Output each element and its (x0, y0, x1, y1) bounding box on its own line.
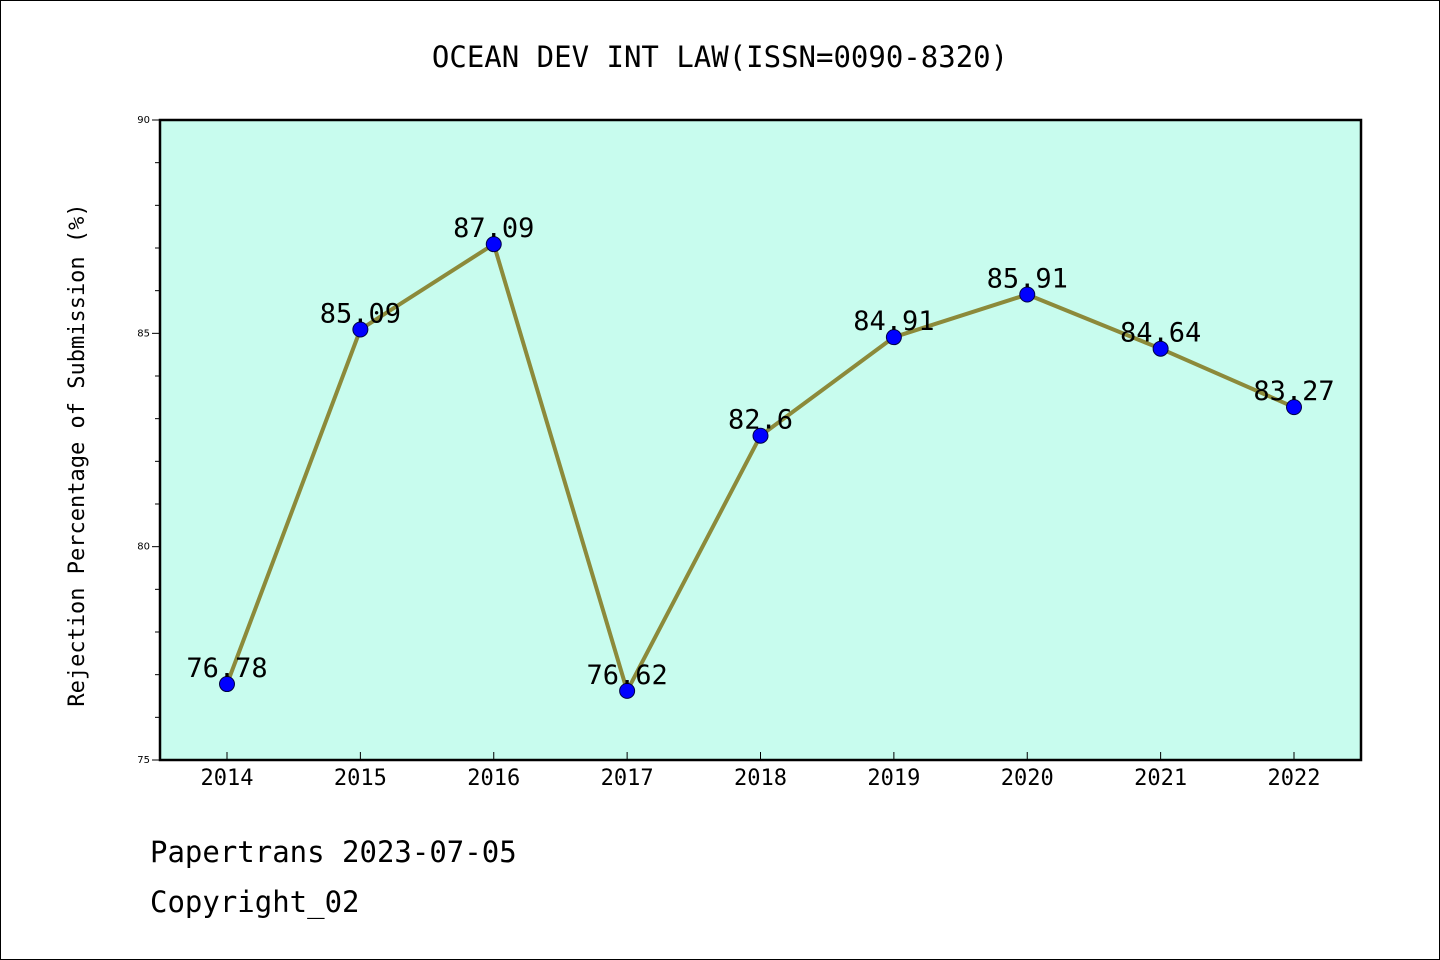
data-point (885, 329, 902, 346)
x-tick-label: 2021 (1134, 766, 1187, 791)
y-tick-label: 85 (137, 328, 150, 339)
data-point (1019, 286, 1036, 303)
chart-title: OCEAN DEV INT LAW(ISSN=0090-8320) (432, 40, 1008, 74)
footer-copyright-text: Copyright_02 (150, 885, 360, 919)
data-label: 84.64 (1120, 318, 1201, 349)
x-tick-label: 2015 (334, 766, 387, 791)
data-point (619, 682, 636, 699)
data-point (352, 321, 369, 338)
y-tick-label: 80 (137, 542, 150, 553)
data-label: 76.62 (586, 660, 667, 691)
x-tick-label: 2017 (601, 766, 654, 791)
data-point (752, 427, 769, 444)
data-label: 83.27 (1253, 376, 1334, 407)
y-axis-label: Rejection Percentage of Submission (%) (65, 203, 90, 706)
data-label: 84.91 (853, 306, 934, 337)
data-point (485, 236, 502, 253)
data-point (219, 676, 235, 693)
data-label: 85.91 (987, 264, 1068, 295)
x-tick-label: 2020 (1001, 766, 1054, 791)
data-label: 76.78 (186, 653, 267, 684)
data-point (1152, 340, 1169, 357)
plot-border (158, 118, 1363, 762)
x-tick-label: 2019 (867, 766, 920, 791)
footer-date-text: Papertrans 2023-07-05 (150, 835, 517, 869)
x-tick-label: 2022 (1268, 766, 1321, 791)
data-point (1286, 399, 1302, 416)
x-tick-label: 2014 (201, 766, 254, 791)
x-tick-label: 2016 (467, 766, 520, 791)
data-label: 82.6 (728, 405, 793, 436)
data-label: 87.09 (453, 213, 534, 244)
x-tick-label: 2018 (734, 766, 787, 791)
y-tick-label: 90 (137, 115, 150, 126)
data-label: 85.09 (320, 298, 401, 329)
y-tick-label: 75 (137, 755, 150, 766)
